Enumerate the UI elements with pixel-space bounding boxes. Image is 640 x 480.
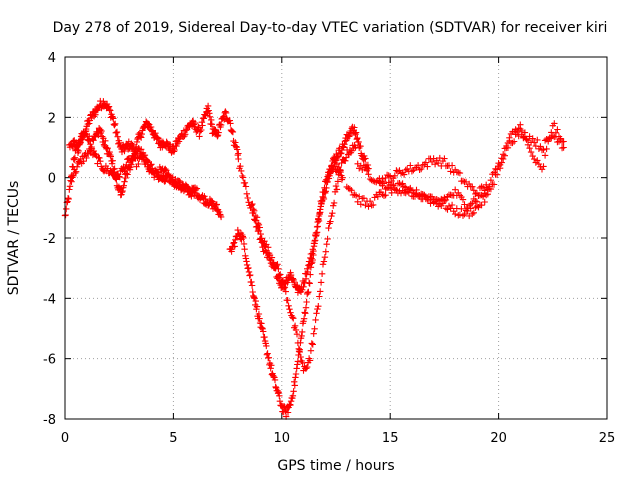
marker-cluster bbox=[226, 159, 346, 420]
x-tick-label: 25 bbox=[599, 431, 616, 446]
x-tick-label: 20 bbox=[490, 431, 507, 446]
marker-cluster bbox=[376, 178, 491, 213]
series-track-g bbox=[354, 125, 567, 199]
grid-layer bbox=[65, 57, 607, 419]
series-track-c bbox=[68, 145, 199, 199]
marker-cluster bbox=[354, 125, 567, 199]
x-axis-label: GPS time / hours bbox=[277, 458, 394, 474]
marker-cluster bbox=[248, 142, 359, 374]
x-tick-label: 0 bbox=[61, 431, 69, 446]
y-tick-label: -8 bbox=[43, 413, 56, 428]
y-tick-label: 4 bbox=[48, 51, 56, 66]
y-tick-label: -6 bbox=[43, 353, 56, 368]
y-tick-label: -4 bbox=[43, 292, 56, 307]
plot-frame bbox=[64, 56, 608, 420]
y-tick-label: 0 bbox=[48, 172, 56, 187]
y-tick-label: 2 bbox=[48, 111, 56, 126]
series-track-e bbox=[226, 159, 346, 420]
data-points-layer bbox=[61, 97, 567, 420]
marker-cluster bbox=[68, 145, 199, 199]
x-tick-label: 10 bbox=[274, 431, 291, 446]
x-tick-label: 15 bbox=[382, 431, 399, 446]
series-track-i bbox=[376, 178, 491, 213]
chart-title: Day 278 of 2019, Sidereal Day-to-day VTE… bbox=[53, 20, 608, 36]
series-track-f bbox=[248, 142, 359, 374]
y-tick-label: -2 bbox=[43, 232, 56, 247]
x-tick-label: 5 bbox=[169, 431, 177, 446]
y-axis-label: SDTVAR / TECUs bbox=[6, 181, 22, 296]
